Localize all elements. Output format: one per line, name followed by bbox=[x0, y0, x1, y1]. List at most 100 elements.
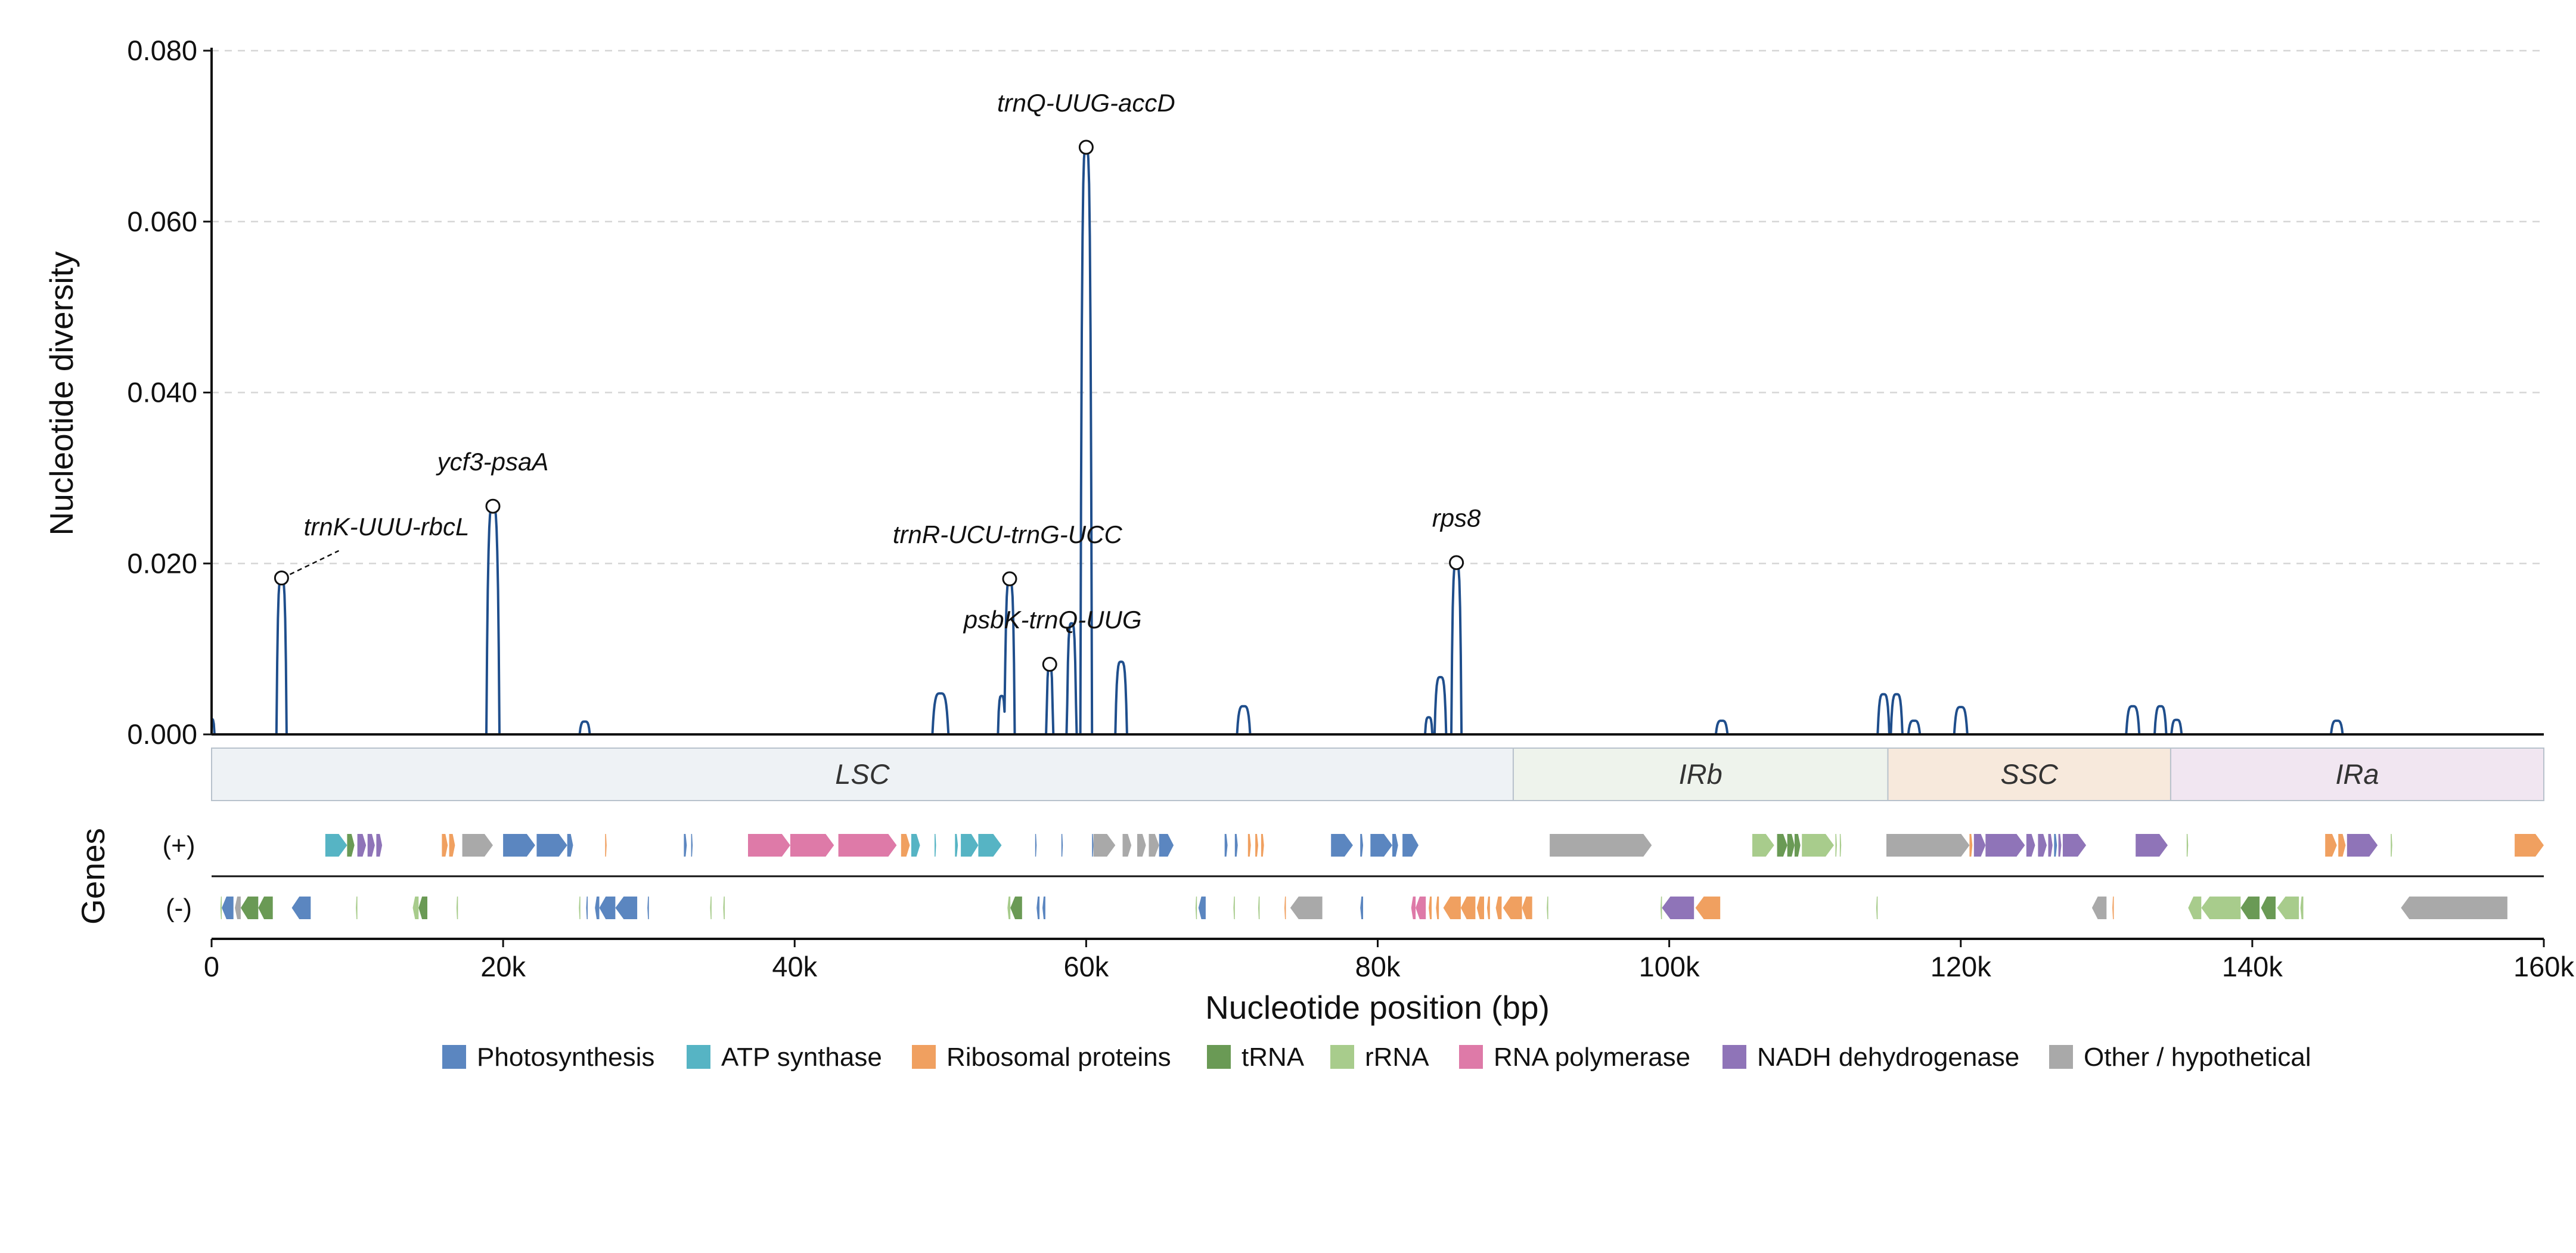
legend-swatch bbox=[687, 1045, 710, 1069]
gene-arrow bbox=[2300, 897, 2304, 919]
gene-arrow bbox=[1149, 834, 1159, 857]
gene-arrow bbox=[2112, 897, 2114, 919]
diversity-line-layer bbox=[211, 146, 2544, 736]
gene-arrow bbox=[1224, 834, 1228, 857]
y-tick-label: 0.040 bbox=[127, 377, 197, 408]
gene-arrow bbox=[1985, 834, 2025, 857]
gene-arrow bbox=[1007, 897, 1011, 919]
x-tick-label: 160k bbox=[2513, 951, 2574, 982]
legend-swatch bbox=[1722, 1045, 1746, 1069]
gene-arrow bbox=[1550, 834, 1652, 857]
gene-arrow bbox=[418, 897, 427, 919]
gene-track: (+) (-) bbox=[163, 831, 2544, 923]
gene-arrow bbox=[347, 834, 355, 857]
gene-arrow bbox=[978, 834, 1002, 857]
region-label: SSC bbox=[2000, 758, 2059, 790]
gene-arrow bbox=[376, 834, 383, 857]
peak-marker bbox=[1078, 139, 1094, 155]
gene-arrow bbox=[615, 897, 638, 919]
minus-strand-label: (-) bbox=[166, 894, 192, 923]
x-tick-label: 140k bbox=[2222, 951, 2283, 982]
region-lsc bbox=[211, 748, 1514, 801]
gene-arrow bbox=[1370, 834, 1392, 857]
legend-swatch bbox=[1330, 1045, 1354, 1069]
gene-arrow bbox=[2038, 834, 2047, 857]
gene-arrow bbox=[1036, 897, 1040, 919]
gene-arrow bbox=[325, 834, 347, 857]
gene-arrow bbox=[1331, 834, 1353, 857]
gene-arrow bbox=[1010, 897, 1022, 919]
legend-entry-label: rRNA bbox=[1365, 1043, 1429, 1072]
gene-arrow bbox=[1876, 897, 1878, 919]
gene-arrow bbox=[2391, 834, 2392, 857]
gene-arrow bbox=[2401, 897, 2507, 919]
gene-arrow bbox=[1360, 834, 1363, 857]
gene-arrow bbox=[1247, 834, 1251, 857]
gene-arrow bbox=[1443, 897, 1461, 919]
gene-arrow bbox=[790, 834, 834, 857]
gene-arrow bbox=[2515, 834, 2544, 857]
gene-arrow bbox=[1234, 834, 1238, 857]
legend-entry-label: NADH dehydrogenase bbox=[1757, 1043, 2019, 1072]
peak-marker bbox=[485, 498, 501, 514]
gene-arrow bbox=[599, 897, 616, 919]
x-tick-label: 40k bbox=[772, 951, 817, 982]
gene-arrow bbox=[647, 897, 649, 919]
region-ira bbox=[2170, 748, 2544, 801]
gene-arrow bbox=[2091, 897, 2107, 919]
gene-arrow bbox=[1495, 897, 1502, 919]
gene-arrow bbox=[462, 834, 493, 857]
gene-arrow bbox=[2026, 834, 2035, 857]
gene-arrow bbox=[1290, 897, 1323, 919]
gene-arrow bbox=[1969, 834, 1973, 857]
gene-arrow bbox=[710, 897, 712, 919]
gene-arrow bbox=[1261, 834, 1264, 857]
gene-arrow bbox=[1392, 834, 1398, 857]
gene-arrow bbox=[2136, 834, 2168, 857]
annotation-leader-line bbox=[289, 550, 340, 575]
legend-swatch bbox=[2049, 1045, 2073, 1069]
y-tick-label: 0.060 bbox=[127, 206, 197, 237]
peak-marker bbox=[1002, 571, 1017, 587]
region-label: IRa bbox=[2335, 758, 2379, 790]
gene-arrow bbox=[2261, 897, 2276, 919]
gene-arrow bbox=[935, 834, 936, 857]
gene-arrow bbox=[1122, 834, 1132, 857]
legend-swatch bbox=[1459, 1045, 1483, 1069]
legend-entry-label: Other / hypothetical bbox=[2084, 1043, 2311, 1072]
diversity-series-line bbox=[211, 146, 2544, 736]
gene-arrow bbox=[1547, 897, 1548, 919]
gene-arrow bbox=[1402, 834, 1419, 857]
gene-arrow bbox=[2347, 834, 2378, 857]
x-tick-label: 60k bbox=[1063, 951, 1109, 982]
plus-strand-label: (+) bbox=[163, 831, 195, 860]
gene-arrow bbox=[367, 834, 375, 857]
gene-arrow bbox=[723, 897, 725, 919]
gene-arrow bbox=[1662, 897, 1694, 919]
gene-arrow bbox=[684, 834, 687, 857]
gene-arrow bbox=[2188, 897, 2202, 919]
gene-arrow bbox=[567, 834, 573, 857]
gene-arrow bbox=[1042, 897, 1045, 919]
gene-arrow bbox=[1794, 834, 1801, 857]
gene-arrow bbox=[1137, 834, 1146, 857]
x-axis-title: Nucleotide position (bp) bbox=[1205, 989, 1550, 1026]
gene-arrow bbox=[1159, 834, 1174, 857]
axes: 0.000 0.020 0.040 0.060 0.080 0 20k 40k 60k 80k 10… bbox=[127, 35, 2574, 982]
gene-arrow bbox=[605, 834, 607, 857]
gene-arrow bbox=[1886, 834, 1970, 857]
gene-arrow bbox=[1661, 897, 1662, 919]
gene-arrow bbox=[1835, 834, 1837, 857]
gene-arrow bbox=[1787, 834, 1795, 857]
gene-arrow bbox=[1255, 834, 1258, 857]
gridlines bbox=[212, 49, 2544, 565]
gene-arrow bbox=[955, 834, 958, 857]
gene-arrow bbox=[1460, 897, 1476, 919]
gene-arrow bbox=[2325, 834, 2337, 857]
gene-arrow bbox=[1416, 897, 1426, 919]
gene-arrow bbox=[1503, 897, 1522, 919]
gene-arrow bbox=[1777, 834, 1787, 857]
gene-arrow bbox=[220, 897, 222, 919]
gene-arrow bbox=[1233, 897, 1235, 919]
gene-arrow bbox=[442, 834, 448, 857]
